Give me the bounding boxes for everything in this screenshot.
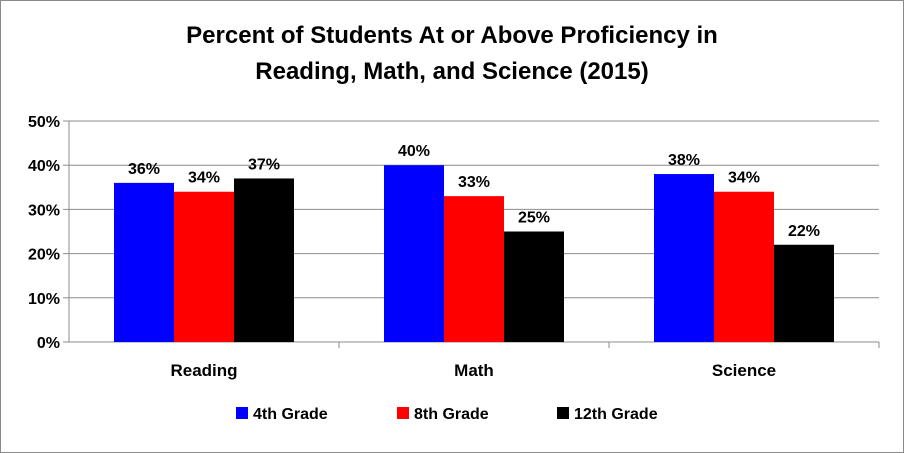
- legend-swatch: [397, 407, 409, 419]
- data-label: 37%: [248, 156, 280, 173]
- bar: [714, 191, 774, 342]
- data-label: 40%: [398, 143, 430, 160]
- chart-title-line-1: Percent of Students At or Above Proficie…: [186, 22, 718, 49]
- y-tick-label: 40%: [28, 158, 60, 175]
- bar: [234, 178, 294, 342]
- legend-swatch: [236, 407, 248, 419]
- bar: [384, 165, 444, 342]
- legend-label: 4th Grade: [253, 406, 328, 423]
- data-label: 36%: [128, 161, 160, 178]
- y-tick-label: 30%: [28, 202, 60, 219]
- data-label: 33%: [458, 174, 490, 191]
- legend-swatch: [557, 407, 569, 419]
- bar: [504, 231, 564, 342]
- data-label: 25%: [518, 210, 550, 227]
- y-tick-label: 50%: [28, 114, 60, 131]
- data-label: 34%: [188, 170, 220, 187]
- y-tick-label: 20%: [28, 247, 60, 264]
- bar: [774, 244, 834, 342]
- legend-label: 12th Grade: [574, 406, 658, 423]
- data-label: 22%: [788, 223, 820, 240]
- bar: [654, 174, 714, 342]
- chart-title-line-2: Reading, Math, and Science (2015): [255, 58, 649, 85]
- data-label: 34%: [728, 170, 760, 187]
- bar: [444, 196, 504, 342]
- y-tick-label: 0%: [37, 335, 60, 352]
- x-category-label: Math: [454, 361, 494, 380]
- data-label: 38%: [668, 152, 700, 169]
- legend-label: 8th Grade: [414, 406, 489, 423]
- x-category-label: Reading: [170, 361, 237, 380]
- bar: [174, 191, 234, 342]
- bar: [114, 182, 174, 342]
- y-tick-label: 10%: [28, 291, 60, 308]
- x-category-label: Science: [712, 361, 776, 380]
